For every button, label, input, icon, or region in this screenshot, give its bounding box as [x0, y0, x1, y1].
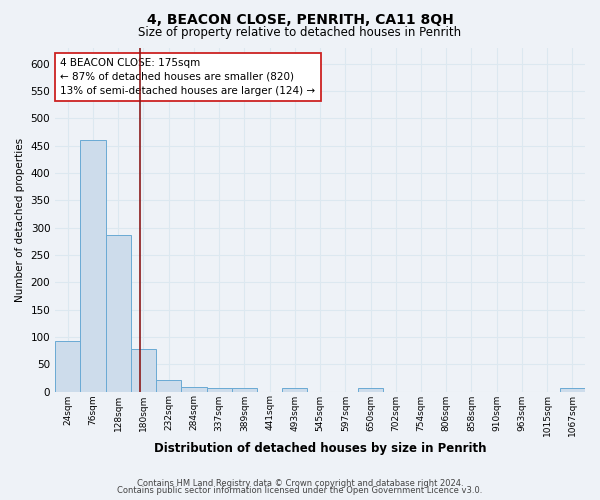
- Bar: [106, 235, 131, 392]
- X-axis label: Distribution of detached houses by size in Penrith: Distribution of detached houses by size …: [154, 442, 487, 455]
- Y-axis label: Number of detached properties: Number of detached properties: [15, 138, 25, 302]
- Bar: [156, 380, 181, 392]
- Text: 4, BEACON CLOSE, PENRITH, CA11 8QH: 4, BEACON CLOSE, PENRITH, CA11 8QH: [146, 12, 454, 26]
- Bar: [55, 341, 80, 392]
- Text: Contains public sector information licensed under the Open Government Licence v3: Contains public sector information licen…: [118, 486, 482, 495]
- Text: Contains HM Land Registry data © Crown copyright and database right 2024.: Contains HM Land Registry data © Crown c…: [137, 478, 463, 488]
- Bar: [181, 386, 206, 392]
- Bar: [560, 388, 585, 392]
- Bar: [206, 388, 232, 392]
- Bar: [358, 388, 383, 392]
- Bar: [131, 349, 156, 392]
- Bar: [80, 140, 106, 392]
- Bar: [282, 388, 307, 392]
- Text: Size of property relative to detached houses in Penrith: Size of property relative to detached ho…: [139, 26, 461, 39]
- Text: 4 BEACON CLOSE: 175sqm
← 87% of detached houses are smaller (820)
13% of semi-de: 4 BEACON CLOSE: 175sqm ← 87% of detached…: [61, 58, 316, 96]
- Bar: [232, 388, 257, 392]
